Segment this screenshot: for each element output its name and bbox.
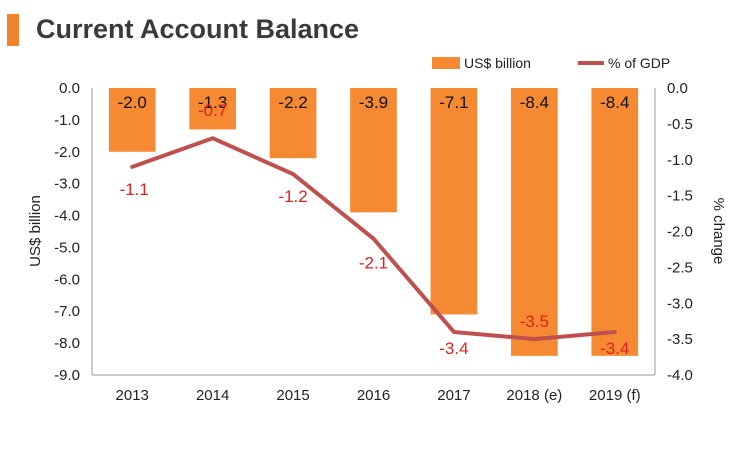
bar-2017 — [430, 88, 478, 315]
left-tick-label: -7.0 — [54, 303, 80, 320]
line-group — [130, 136, 617, 342]
legend-label-bar: US$ billion — [464, 55, 531, 71]
line-point — [613, 330, 617, 334]
bar-data-label: -1.3 — [198, 93, 227, 112]
line-point — [211, 136, 215, 140]
left-tick-label: -6.0 — [54, 271, 80, 288]
x-tick-label: 2018 (e) — [506, 387, 562, 404]
line-point — [452, 330, 456, 334]
bar-data-label: -2.0 — [118, 93, 147, 112]
bar-2019 (f) — [591, 88, 639, 356]
right-tick-label: -3.0 — [667, 295, 693, 312]
line-data-label: -3.5 — [520, 312, 549, 331]
bars-group — [108, 88, 639, 356]
x-tick-label: 2015 — [276, 387, 309, 404]
left-tick-label: -2.0 — [54, 144, 80, 161]
left-tick-label: -1.0 — [54, 112, 80, 129]
chart-title: Current Account Balance — [36, 14, 360, 44]
line-point — [532, 337, 536, 341]
left-tick-label: -5.0 — [54, 239, 80, 256]
line-data-label: -1.1 — [120, 180, 149, 199]
right-tick-label: -2.0 — [667, 224, 693, 241]
legend-label-line: % of GDP — [608, 55, 670, 71]
left-tick-label: -8.0 — [54, 335, 80, 352]
line-data-label: -1.2 — [278, 187, 307, 206]
right-tick-label: -3.5 — [667, 331, 693, 348]
y2-axis-title: % change — [710, 198, 727, 265]
bar-data-label: -2.2 — [278, 93, 307, 112]
line-data-label: -3.4 — [600, 339, 629, 358]
bar-data-label: -3.9 — [359, 93, 388, 112]
line-point — [130, 165, 134, 169]
right-tick-label: -4.0 — [667, 367, 693, 384]
line-data-label: -0.7 — [198, 101, 227, 120]
left-tick-label: -3.0 — [54, 176, 80, 193]
left-tick-label: -4.0 — [54, 208, 80, 225]
legend-swatch-bar — [432, 57, 460, 69]
bar-data-label: -7.1 — [439, 93, 468, 112]
bar-2014 — [189, 88, 236, 130]
right-tick-label: -0.5 — [667, 116, 693, 133]
title-accent-bar — [7, 14, 19, 46]
bar-data-label: -8.4 — [520, 93, 549, 112]
axes-group: 0.0 -1.0 -2.0 -3.0 -4.0 -5.0 -6.0 -7.0 -8.0 -9.0 0… — [27, 80, 727, 404]
right-tick-label: -2.5 — [667, 259, 693, 276]
x-tick-label: 2019 (f) — [589, 387, 641, 404]
line-data-label: -2.1 — [359, 254, 388, 273]
bar-2018 (e) — [511, 88, 558, 356]
line-data-label: -3.4 — [439, 339, 468, 358]
bar-2015 — [269, 88, 317, 159]
labels-group: -2.0 -1.3 -2.2 -3.9 -7.1 -8.4 -8.4 -1.1 -0.7 -1.2… — [118, 93, 630, 358]
left-tick-label: 0.0 — [59, 80, 80, 97]
right-tick-label: -1.5 — [667, 188, 693, 205]
bar-2013 — [108, 88, 156, 152]
right-tick-label: 0.0 — [667, 80, 688, 97]
right-tick-label: -1.0 — [667, 152, 693, 169]
y-axis-title: US$ billion — [27, 195, 44, 267]
bar-data-label: -8.4 — [600, 93, 629, 112]
x-tick-label: 2017 — [437, 387, 470, 404]
line-point — [291, 172, 295, 176]
x-tick-label: 2014 — [196, 387, 229, 404]
x-tick-label: 2016 — [357, 387, 390, 404]
legend: US$ billion % of GDP — [432, 55, 670, 71]
line-point — [372, 237, 375, 241]
left-tick-label: -9.0 — [54, 367, 80, 384]
bar-2016 — [350, 88, 397, 213]
x-tick-label: 2013 — [116, 387, 149, 404]
